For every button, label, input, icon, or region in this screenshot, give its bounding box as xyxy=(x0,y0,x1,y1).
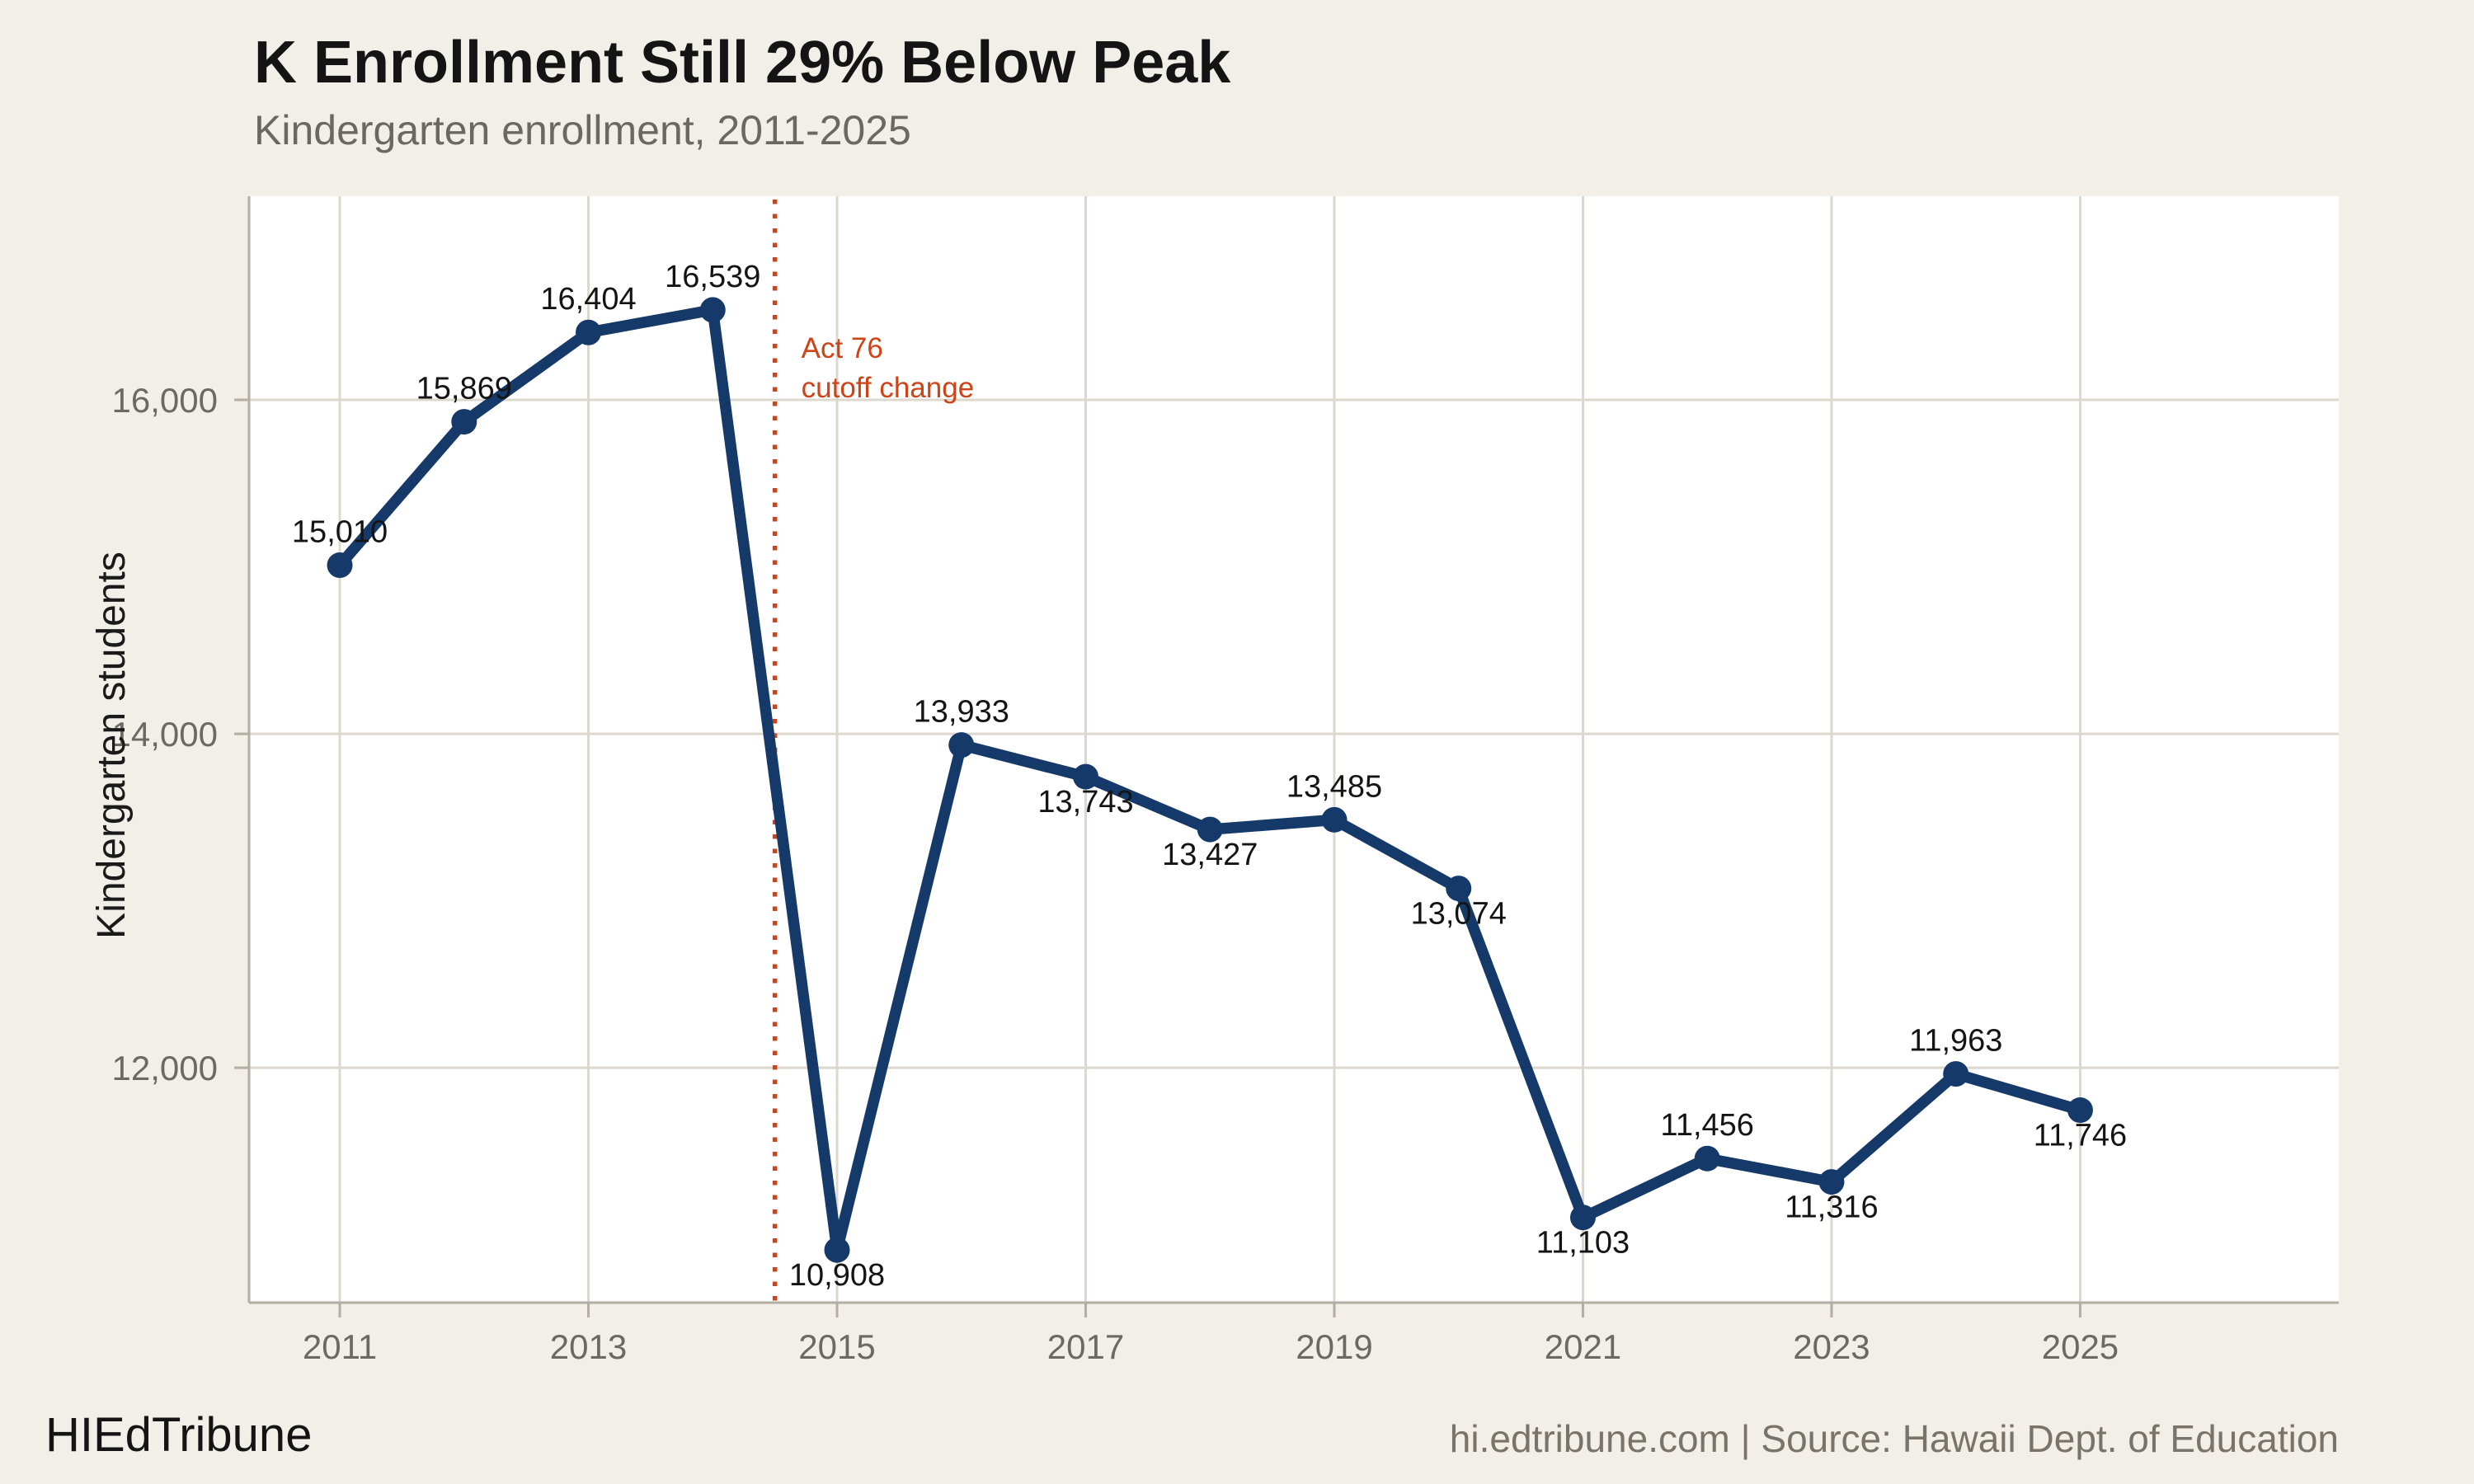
y-axis-title: Kindergarten students xyxy=(90,552,134,939)
data-point xyxy=(1073,763,1099,790)
y-tick-label: 14,000 xyxy=(112,715,218,754)
data-point xyxy=(1569,1205,1596,1231)
data-point xyxy=(2067,1097,2093,1124)
data-point xyxy=(576,319,602,345)
data-point xyxy=(1321,806,1348,833)
y-tick-label: 16,000 xyxy=(112,381,218,420)
chart-subtitle: Kindergarten enrollment, 2011-2025 xyxy=(254,107,911,153)
data-point xyxy=(1197,816,1223,843)
axis-lines-and-ticks xyxy=(234,196,2339,1317)
x-tick-label: 2025 xyxy=(2042,1327,2119,1366)
data-point-label: 16,539 xyxy=(665,260,760,294)
data-point xyxy=(824,1237,850,1263)
act76-annotation-text-line1: Act 76 xyxy=(802,332,883,364)
data-point-label: 15,010 xyxy=(292,515,388,550)
data-point-label: 13,427 xyxy=(1162,838,1258,872)
x-tick-label: 2013 xyxy=(550,1327,627,1366)
data-point xyxy=(1943,1061,1969,1087)
gridlines xyxy=(249,196,2339,1303)
data-point-label: 13,743 xyxy=(1037,785,1133,819)
data-point xyxy=(948,732,975,758)
data-point xyxy=(1694,1145,1720,1172)
source-attribution: hi.edtribune.com | Source: Hawaii Dept. … xyxy=(1449,1417,2339,1460)
plot-panel xyxy=(249,196,2339,1303)
data-point-label: 15,869 xyxy=(416,372,512,406)
x-tick-label: 2023 xyxy=(1793,1327,1870,1366)
axis-tick-labels: 12,000 14,000 16,000 2011 2013 2015 2017 2019 20… xyxy=(112,381,2119,1366)
data-point xyxy=(327,552,353,579)
data-point-label: 13,485 xyxy=(1286,769,1382,804)
x-tick-label: 2019 xyxy=(1296,1327,1372,1366)
data-point-label: 11,746 xyxy=(2034,1119,2127,1153)
data-point xyxy=(1446,876,1472,902)
act76-annotation-text-line2: cutoff change xyxy=(802,372,975,404)
data-point-label: 11,456 xyxy=(1661,1108,1754,1143)
data-point xyxy=(451,409,477,435)
data-point-label: 11,103 xyxy=(1536,1226,1630,1261)
x-tick-label: 2017 xyxy=(1047,1327,1124,1366)
data-point-label: 10,908 xyxy=(789,1258,885,1293)
data-point-labels: 15,010 15,869 16,404 16,539 10,908 13,933 13,7… xyxy=(292,260,2127,1293)
data-point-label: 11,963 xyxy=(1909,1024,2002,1059)
enrollment-series xyxy=(327,297,2093,1263)
chart-title: K Enrollment Still 29% Below Peak xyxy=(254,30,1231,96)
data-point-label: 13,074 xyxy=(1411,897,1507,932)
x-tick-label: 2015 xyxy=(798,1327,875,1366)
data-point-label: 11,316 xyxy=(1785,1190,1878,1225)
data-point-label: 16,404 xyxy=(540,282,636,317)
data-point-label: 13,933 xyxy=(914,695,1009,730)
brand-logo-text: HIEdTribune xyxy=(45,1408,313,1462)
data-point xyxy=(699,297,726,323)
x-tick-label: 2011 xyxy=(303,1327,377,1366)
data-point xyxy=(1818,1169,1845,1195)
y-tick-label: 12,000 xyxy=(112,1049,218,1087)
x-tick-label: 2021 xyxy=(1545,1327,1621,1366)
